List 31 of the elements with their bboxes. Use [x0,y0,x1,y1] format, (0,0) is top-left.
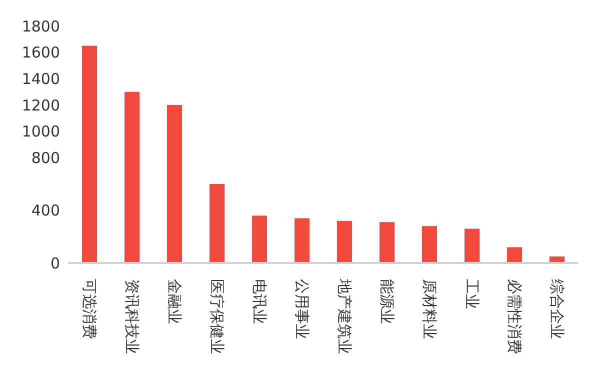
x-tick-label: 必需性消费 [505,279,524,354]
bar [380,222,394,263]
x-tick-label: 电讯业 [250,279,268,324]
x-tick-label: 原材料业 [420,279,438,339]
y-tick-label: 1200 [22,96,60,114]
y-tick-label: 1400 [22,70,60,88]
x-tick-label: 金融业 [165,279,184,324]
x-tick-label: 公用事业 [292,279,311,339]
x-tick-label: 能源业 [378,279,396,324]
bar [422,226,437,263]
bar [294,218,310,263]
bar [252,216,267,263]
x-tick-label: 资讯科技业 [122,279,141,354]
y-tick-label: 1800 [22,17,60,36]
x-tick-label: 医疗保健业 [208,279,226,354]
x-tick-label: 工业 [462,279,481,309]
x-tick-label: 地产建筑业 [335,278,354,354]
x-tick-label: 可选消费 [80,279,98,339]
y-tick-label: 1600 [22,44,60,62]
bar [337,220,352,263]
bar [464,228,480,263]
y-tick-label: 1000 [22,122,60,141]
bar [124,92,140,263]
bar [167,105,182,263]
y-tick-label: 400 [31,202,60,220]
y-tick-label: 0 [50,254,60,272]
bar [82,46,97,263]
x-tick-label: 综合企业 [548,279,566,339]
y-tick-label: 800 [31,148,60,167]
bar [507,247,522,263]
bar [210,184,224,263]
